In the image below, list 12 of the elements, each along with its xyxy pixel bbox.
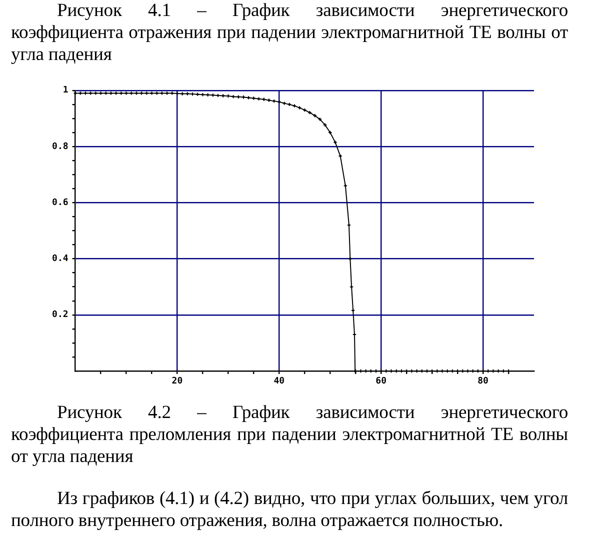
x-tick-label: 60 [376, 376, 387, 386]
y-tick-label: 0.4 [52, 254, 69, 264]
text: Из графиков (4.1) и (4.2) видно, что при углах больших, чем угол полного внутреннего отражения, волна отражается полностью. [11, 488, 568, 532]
x-tick-label: 80 [478, 376, 488, 386]
x-tick-label: 40 [274, 376, 285, 386]
text: Рисунок 4.1 – График зависимости энергетического коэффициента отражения при падении электромагнитной ТЕ волны от угла падения [11, 0, 568, 66]
text: Рисунок 4.2 – График зависимости энергетического коэффициента преломления при падении электромагнитной ТЕ волны от угла падения [11, 402, 568, 468]
y-tick-label: 0.6 [52, 197, 68, 208]
y-tick-label: 1 [62, 85, 68, 96]
y-tick-label: 0.2 [52, 310, 68, 320]
x-tick-label: 20 [172, 376, 183, 386]
y-tick-label: 0.8 [52, 141, 68, 152]
